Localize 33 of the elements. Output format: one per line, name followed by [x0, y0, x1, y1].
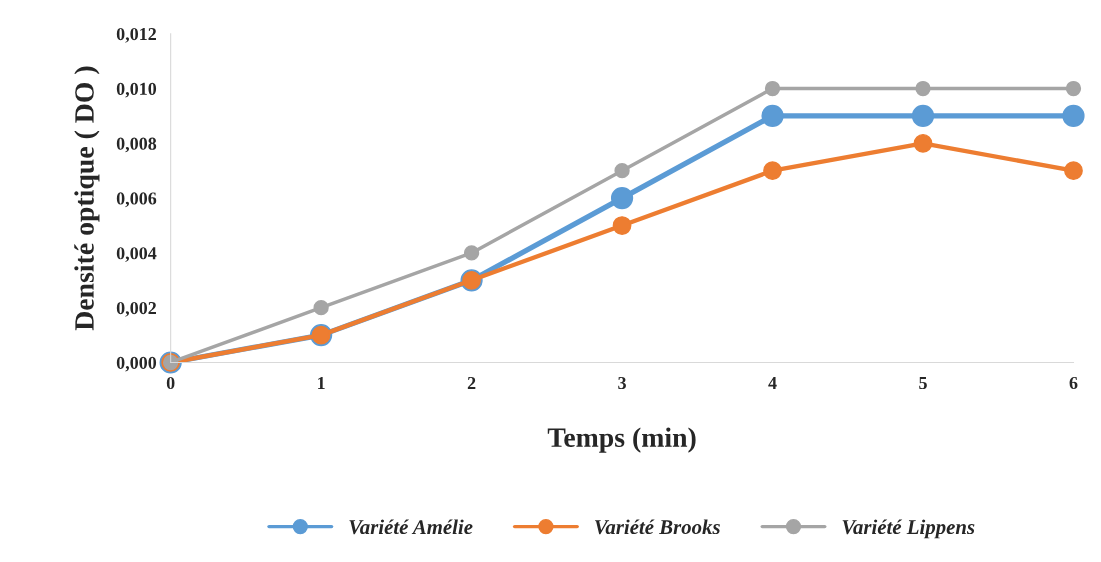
- point: [764, 80, 781, 97]
- x-tick-label: 2: [467, 376, 476, 389]
- point: [612, 216, 632, 235]
- point: [1062, 104, 1085, 128]
- x-tick-label: 6: [1069, 376, 1078, 390]
- x-tick-label: 0: [166, 376, 175, 390]
- point: [610, 186, 634, 210]
- y-tick-label: 0,008: [116, 137, 157, 153]
- point: [761, 104, 784, 128]
- y-tick-label: 0,006: [116, 192, 157, 208]
- legend-label: Variété Amélie: [349, 519, 473, 535]
- x-tick-label: 1: [318, 376, 325, 389]
- x-axis-title: Temps (min): [547, 427, 696, 453]
- point: [1065, 80, 1082, 97]
- legend-label: Variété Brooks: [595, 519, 720, 535]
- point: [1064, 161, 1083, 181]
- x-tick-label: 4: [768, 377, 777, 389]
- point: [313, 300, 329, 316]
- y-tick-label: 0,000: [116, 356, 157, 372]
- point: [763, 161, 782, 181]
- y-tick-label: 0,012: [116, 27, 156, 43]
- y-tick-label: 0,010: [116, 82, 157, 98]
- y-tick-label: 0,004: [116, 247, 157, 262]
- point: [614, 163, 630, 179]
- x-tick-label: 5: [919, 377, 927, 390]
- point: [915, 80, 931, 97]
- y-axis-title: Densité optique ( DO ): [74, 66, 100, 331]
- point: [463, 245, 480, 261]
- point: [913, 133, 933, 153]
- y-tick-label: 0,002: [116, 301, 156, 317]
- x-tick-label: 3: [618, 376, 626, 390]
- point: [911, 104, 935, 128]
- legend-label: Variété Lippens: [842, 519, 975, 539]
